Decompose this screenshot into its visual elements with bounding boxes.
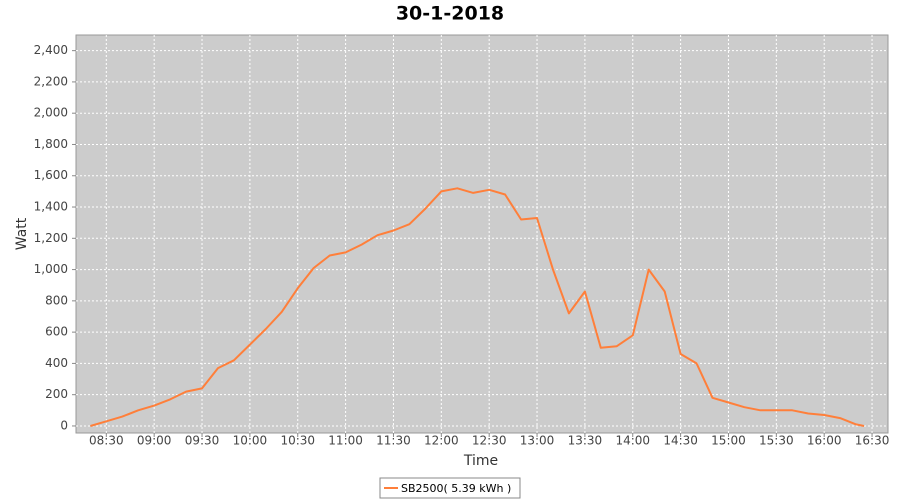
x-tick-label: 10:00 xyxy=(233,434,268,448)
x-tick-label: 13:30 xyxy=(568,434,603,448)
y-tick-label: 1,000 xyxy=(34,262,68,276)
x-tick-label: 09:30 xyxy=(185,434,220,448)
x-tick-label: 10:30 xyxy=(280,434,315,448)
x-tick-label: 11:30 xyxy=(376,434,411,448)
x-tick-label: 16:00 xyxy=(807,434,842,448)
y-tick-label: 1,800 xyxy=(34,137,68,151)
y-tick-label: 1,400 xyxy=(34,200,68,214)
x-tick-label: 11:00 xyxy=(328,434,363,448)
x-tick-label: 09:00 xyxy=(137,434,172,448)
y-tick-label: 400 xyxy=(45,356,68,370)
y-axis-label: Watt xyxy=(14,217,30,250)
chart-title: 30-1-2018 xyxy=(396,3,504,25)
x-tick-label: 14:30 xyxy=(663,434,698,448)
y-tick-label: 200 xyxy=(45,387,68,401)
x-tick-label: 14:00 xyxy=(615,434,650,448)
x-tick-label: 12:00 xyxy=(424,434,459,448)
x-tick-label: 12:30 xyxy=(472,434,507,448)
y-tick-label: 800 xyxy=(45,293,68,307)
x-tick-label: 13:00 xyxy=(520,434,555,448)
legend-label: SB2500( 5.39 kWh ) xyxy=(401,482,511,495)
x-tick-label: 15:00 xyxy=(711,434,746,448)
x-tick-label: 15:30 xyxy=(759,434,794,448)
y-tick-label: 600 xyxy=(45,325,68,339)
y-tick-label: 1,200 xyxy=(34,231,68,245)
legend xyxy=(379,477,521,499)
y-tick-label: 0 xyxy=(60,418,68,432)
x-axis-label: Time xyxy=(463,453,498,469)
y-tick-label: 2,400 xyxy=(34,43,68,57)
x-tick-label: 16:30 xyxy=(855,434,890,448)
y-tick-label: 2,200 xyxy=(34,74,68,88)
y-tick-label: 2,000 xyxy=(34,106,68,120)
plot-area xyxy=(75,34,889,434)
series-line xyxy=(90,187,865,427)
y-tick-label: 1,600 xyxy=(34,168,68,182)
x-tick-label: 08:30 xyxy=(89,434,124,448)
